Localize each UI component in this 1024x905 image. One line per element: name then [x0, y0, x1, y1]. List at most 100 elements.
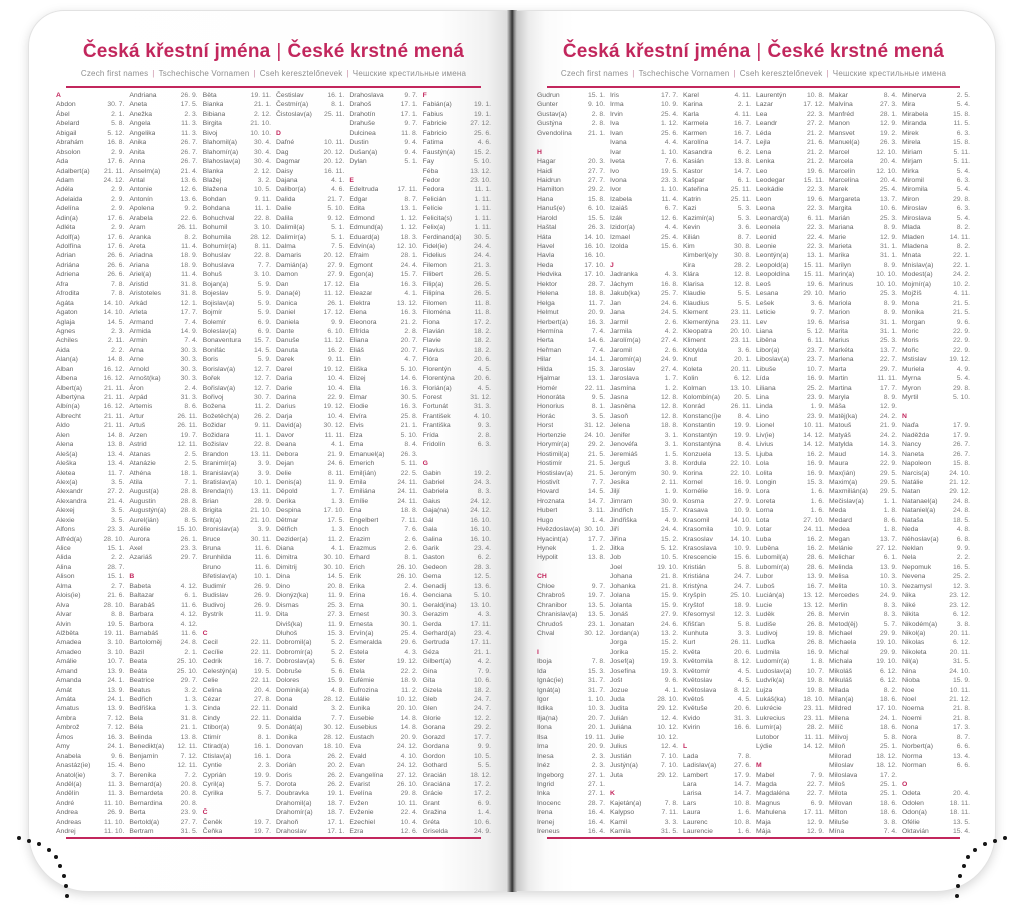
first-name: Lubomil(a)	[756, 554, 789, 562]
first-name: Gabriela	[422, 488, 449, 496]
first-name: Leopold(a)	[756, 261, 789, 269]
name-day-row: Felicián 1. 11.	[423, 195, 491, 204]
name-day-date: 2. 11.	[661, 478, 678, 486]
first-name: Dalimil(a)	[276, 224, 305, 232]
name-day-date: 13. 12.	[396, 299, 418, 307]
first-name: Genciana	[422, 592, 452, 600]
name-day-row: Jarmil 2. 6.	[610, 318, 678, 327]
name-day-date: 30. 12.	[323, 422, 345, 430]
name-day-date: 5. 9.	[257, 280, 271, 288]
name-day-row: Johanka 21. 8.	[610, 582, 678, 591]
name-day-row: Gréta 10. 6.	[423, 818, 491, 827]
first-name: Alois(ie)	[56, 592, 81, 600]
first-name: Dalie	[276, 205, 292, 213]
first-name: Mojžíš	[902, 290, 922, 298]
name-day-row: Drahoň 17. 1.	[276, 818, 344, 827]
name-day-row: Marion 8. 9.	[829, 308, 897, 317]
name-day-date: 27. 9.	[327, 271, 345, 279]
name-day-date: 10. 3.	[587, 705, 605, 713]
first-name: Dorota	[276, 780, 297, 788]
name-day-row: Graciána 17. 2.	[423, 780, 491, 789]
first-name: Achiles	[56, 337, 78, 345]
first-name: Anselm(a)	[129, 167, 161, 175]
first-name: Klarisa	[683, 280, 704, 288]
first-name: Flavián	[422, 327, 445, 335]
name-day-row: Eliáš 20. 7.	[349, 346, 417, 355]
first-name: Jelena	[610, 422, 631, 430]
name-day-row: Grácie 17. 2.	[423, 789, 491, 798]
first-name: Myrna	[902, 375, 921, 383]
name-day-date: 24. 1.	[879, 714, 897, 722]
first-name: Lujza	[756, 686, 773, 694]
first-name: Mnislav(a)	[902, 261, 934, 269]
name-day-row: Eulálie 10. 12.	[349, 695, 417, 704]
name-day-row: Ambrož 7. 12.	[56, 723, 124, 732]
name-day-row: Manuel(a) 26. 3.	[829, 138, 897, 147]
name-day-date: 8. 4.	[737, 412, 751, 420]
name-day-row: Kolombín(a) 20. 5.	[683, 393, 751, 402]
name-day-row: Helmut 20. 9.	[537, 308, 605, 317]
first-name: Bohdan	[202, 195, 227, 203]
first-name: Nataša	[902, 516, 924, 524]
name-day-row: Dulcinea 11. 8.	[349, 129, 417, 138]
first-name: Johana	[610, 573, 633, 581]
name-day-date: 8. 12.	[733, 686, 751, 694]
name-day-date: 5. 10.	[952, 394, 970, 401]
name-day-date: 24. 4.	[473, 243, 491, 250]
name-day-row: Iva 1. 12.	[610, 119, 678, 128]
name-day-date: 12. 7.	[253, 375, 271, 383]
first-name: Marcelín	[829, 167, 856, 175]
name-day-date: 13. 6.	[473, 582, 491, 590]
name-day-row: Hypolit 13. 8.	[537, 553, 605, 562]
first-name: Filoména	[422, 309, 451, 317]
name-day-row: Merlin 8. 3.	[829, 601, 897, 610]
name-day-date: 13. 7.	[879, 535, 897, 543]
name-day-row: Natanael(a) 24. 8.	[902, 497, 970, 506]
name-day-row: Achiles 2. 11.	[56, 336, 124, 345]
name-day-row: Bruno 11. 6.	[203, 563, 271, 572]
name-day-date: 24. 4.	[400, 261, 418, 269]
first-name: Ivana	[610, 139, 627, 147]
name-day-date: 2. 9.	[111, 224, 125, 232]
name-day-row: Laura 1. 6.	[683, 808, 751, 817]
first-name: Jiří	[610, 526, 620, 534]
first-name: Barnabáš	[129, 629, 159, 637]
name-day-date: 15. 8.	[952, 139, 970, 147]
first-name: Eusebius	[349, 724, 378, 732]
name-day-row: Gorazd 17. 7.	[423, 733, 491, 742]
name-day-row: Delie 8. 11.	[276, 469, 344, 478]
first-name: Estela	[349, 648, 369, 656]
name-day-row: Bohumila 28. 12.	[203, 233, 271, 242]
first-name: Lýdie	[756, 743, 773, 751]
name-day-date: 9. 9.	[477, 743, 491, 751]
first-name: Artuš	[129, 422, 146, 430]
first-name: Fabricio	[422, 129, 447, 137]
first-name: Erich	[349, 563, 365, 571]
name-day-row: Drahuše 9. 7.	[349, 119, 417, 128]
name-day-row: Belinda 13. 8.	[129, 733, 197, 742]
name-day-date: 27. 4.	[660, 365, 678, 373]
first-name: Božislav	[202, 441, 228, 449]
first-name: Boleslav(a)	[202, 327, 237, 335]
name-day-date: 18. 7.	[327, 799, 345, 807]
name-day-row: Gina 7. 9.	[423, 667, 491, 676]
first-name: Ignác(ie)	[537, 677, 564, 685]
name-day-date: 20. 5.	[733, 394, 751, 401]
name-day-date: 15. 8.	[952, 460, 970, 468]
name-day-date: 16. 6.	[733, 724, 751, 732]
first-name: Kateřina	[683, 186, 709, 194]
first-name: Flavius	[422, 346, 445, 354]
name-day-row: Lara 14. 7.	[683, 780, 751, 789]
first-name: Knut	[683, 356, 697, 364]
name-day-row: Anna 26. 7.	[129, 157, 197, 166]
first-name: Filomen	[422, 299, 447, 307]
name-day-date: 16. 7.	[253, 658, 271, 666]
name-day-row: Ima 20. 9.	[537, 742, 605, 751]
name-day-date: 31. 5.	[180, 828, 198, 836]
name-day-row: Jolana 15. 9.	[610, 591, 678, 600]
section-letter: G	[422, 460, 428, 468]
name-day-date: 20. 7.	[400, 346, 418, 354]
first-name: Gustýna	[537, 120, 563, 128]
first-name: Dulcinea	[349, 129, 376, 137]
first-name: Běta	[202, 92, 217, 99]
